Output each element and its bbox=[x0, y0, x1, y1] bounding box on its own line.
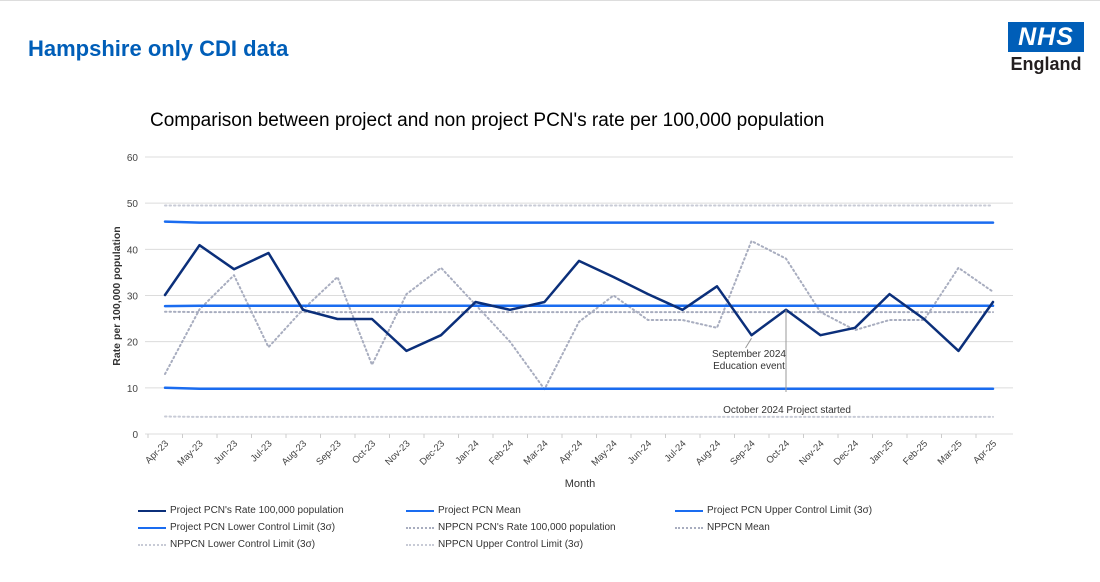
x-tick-label: Mar-25 bbox=[936, 438, 965, 467]
page-heading: Hampshire only CDI data bbox=[28, 36, 289, 61]
legend-label: NPPCN Mean bbox=[707, 522, 770, 533]
y-tick-label: 30 bbox=[127, 292, 139, 303]
legend-label: Project PCN's Rate 100,000 population bbox=[170, 505, 344, 516]
nhs-england-logo: NHS England bbox=[1008, 22, 1084, 75]
x-tick-label: Nov-24 bbox=[797, 438, 826, 467]
x-tick-label: Dec-24 bbox=[832, 438, 861, 467]
x-tick-label: Sep-24 bbox=[728, 438, 757, 467]
x-tick-label: Apr-25 bbox=[971, 438, 999, 466]
x-tick-label: Jan-25 bbox=[867, 438, 895, 466]
x-tick-label: Feb-25 bbox=[901, 438, 930, 467]
y-axis-label: Rate per 100,000 population bbox=[111, 226, 123, 365]
y-tick-label: 10 bbox=[127, 384, 139, 395]
series-line-2 bbox=[163, 220, 995, 224]
nhs-logo-box: NHS bbox=[1008, 22, 1084, 52]
legend-item: NPPCN Upper Control Limit (3σ) bbox=[406, 539, 583, 550]
x-tick-label: Oct-24 bbox=[764, 438, 792, 466]
legend-swatch bbox=[406, 526, 434, 529]
legend-label: NPPCN PCN's Rate 100,000 population bbox=[438, 522, 616, 533]
series-line-3 bbox=[163, 386, 995, 391]
chart-title: Comparison between project and non proje… bbox=[150, 110, 825, 131]
x-tick-label: Jul-24 bbox=[663, 438, 689, 464]
x-tick-label: Apr-23 bbox=[143, 438, 171, 466]
x-tick-label: Sep-23 bbox=[314, 438, 343, 467]
legend-item: Project PCN Lower Control Limit (3σ) bbox=[138, 522, 335, 533]
legend-label: Project PCN Upper Control Limit (3σ) bbox=[707, 505, 873, 516]
nhs-logo-subtext: England bbox=[1010, 54, 1082, 74]
annotation-leader bbox=[745, 337, 752, 349]
annotation-education-event: September 2024 bbox=[712, 349, 786, 360]
legend-label: NPPCN Upper Control Limit (3σ) bbox=[438, 539, 584, 550]
x-tick-label: Jul-23 bbox=[249, 438, 275, 464]
legend-label: NPPCN Lower Control Limit (3σ) bbox=[170, 539, 316, 550]
legend-swatch bbox=[675, 509, 703, 512]
x-tick-label: Mar-24 bbox=[522, 438, 551, 467]
legend-item: NPPCN Mean bbox=[675, 522, 770, 533]
x-tick-label: Aug-24 bbox=[694, 438, 723, 467]
x-tick-label: Oct-23 bbox=[350, 438, 378, 466]
legend-item: Project PCN's Rate 100,000 population bbox=[138, 505, 344, 516]
legend-item: NPPCN PCN's Rate 100,000 population bbox=[406, 522, 616, 533]
x-tick-label: May-24 bbox=[589, 438, 619, 468]
x-tick-label: Jun-23 bbox=[212, 438, 240, 466]
legend-swatch bbox=[406, 543, 434, 546]
legend-item: NPPCN Lower Control Limit (3σ) bbox=[138, 539, 315, 550]
x-tick-label: Dec-23 bbox=[418, 438, 447, 467]
legend-swatch bbox=[138, 543, 166, 546]
annotation-project-started: October 2024 Project started bbox=[723, 405, 851, 416]
legend-swatch bbox=[675, 526, 703, 529]
legend-swatch bbox=[138, 526, 166, 529]
x-tick-label: Nov-23 bbox=[383, 438, 412, 467]
x-tick-label: Aug-23 bbox=[280, 438, 309, 467]
annotation-education-event: Education event bbox=[713, 361, 785, 372]
x-tick-label: Feb-24 bbox=[487, 438, 516, 467]
y-tick-label: 40 bbox=[127, 245, 139, 256]
legend-item: Project PCN Upper Control Limit (3σ) bbox=[675, 505, 872, 516]
y-tick-label: 60 bbox=[127, 153, 139, 164]
x-tick-label: Apr-24 bbox=[557, 438, 585, 466]
legend-label: Project PCN Mean bbox=[438, 505, 521, 516]
series-line-0 bbox=[163, 243, 995, 353]
legend-label: Project PCN Lower Control Limit (3σ) bbox=[170, 522, 336, 533]
legend-swatch bbox=[406, 509, 434, 512]
x-tick-label: Jun-24 bbox=[626, 438, 654, 466]
legend-swatch bbox=[138, 509, 166, 512]
y-tick-label: 50 bbox=[127, 199, 139, 210]
y-tick-label: 0 bbox=[132, 430, 138, 441]
x-tick-label: May-23 bbox=[175, 438, 205, 468]
x-axis-label: Month bbox=[565, 478, 596, 490]
x-tick-label: Jan-24 bbox=[453, 438, 481, 466]
y-tick-label: 20 bbox=[127, 338, 139, 349]
top-divider bbox=[0, 0, 1100, 1]
legend-item: Project PCN Mean bbox=[406, 505, 521, 516]
